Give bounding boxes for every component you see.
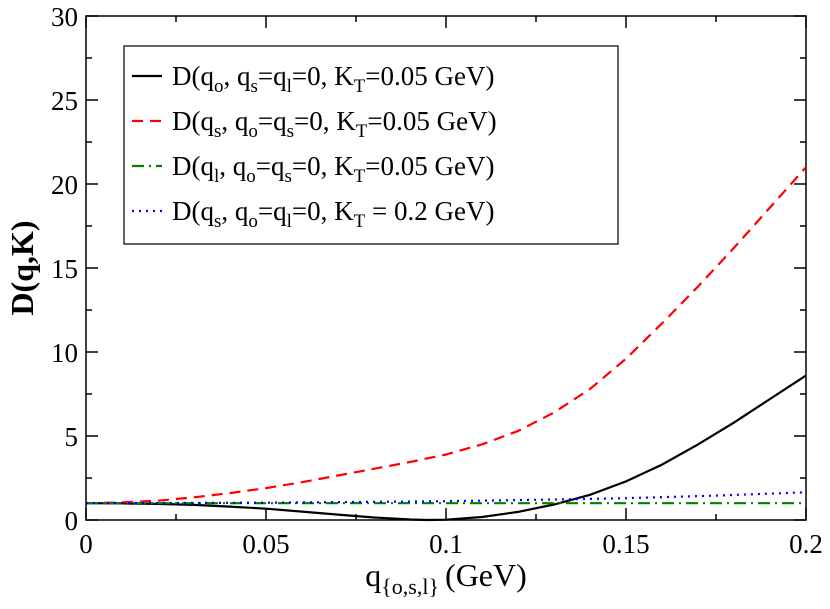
legend-box [123,45,619,245]
y-tick-label: 30 [51,2,78,32]
y-tick-label: 10 [51,338,78,368]
legend-label-2: D(qs, qo=qs=0, KT=0.05 GeV) [172,106,497,142]
y-tick-label: 20 [51,170,78,200]
axis-tick-labels: 0 0.05 0.1 0.15 0.2 0 5 10 15 20 25 30 [51,2,823,559]
y-tick-label: 25 [51,86,78,116]
y-axis-title: D(q,K) [4,220,40,315]
series-line-4 [85,491,807,505]
x-tick-label: 0.15 [602,529,649,559]
x-tick-label: 0 [79,529,93,559]
series-lines [85,166,807,522]
legend-label-4: D(qs, qo=ql=0, KT = 0.2 GeV) [172,196,494,232]
y-tick-label: 0 [65,506,79,536]
series-line-2 [85,166,807,505]
y-tick-label: 15 [51,254,78,284]
y-tick-label: 5 [65,422,79,452]
series-line-1 [85,374,807,522]
axis-ticks [85,15,807,521]
legend: D(qo, qs=ql=0, KT=0.05 GeV) D(qs, qo=qs=0… [132,61,497,232]
legend-label-1: D(qo, qs=ql=0, KT=0.05 GeV) [172,61,494,97]
x-tick-label: 0.2 [789,529,823,559]
x-tick-label: 0.1 [429,529,463,559]
legend-label-3: D(ql, qo=qs=0, KT=0.05 GeV) [172,151,494,187]
x-tick-label: 0.05 [242,529,289,559]
x-axis-title: q{o,s,l} (GeV) [365,557,527,599]
